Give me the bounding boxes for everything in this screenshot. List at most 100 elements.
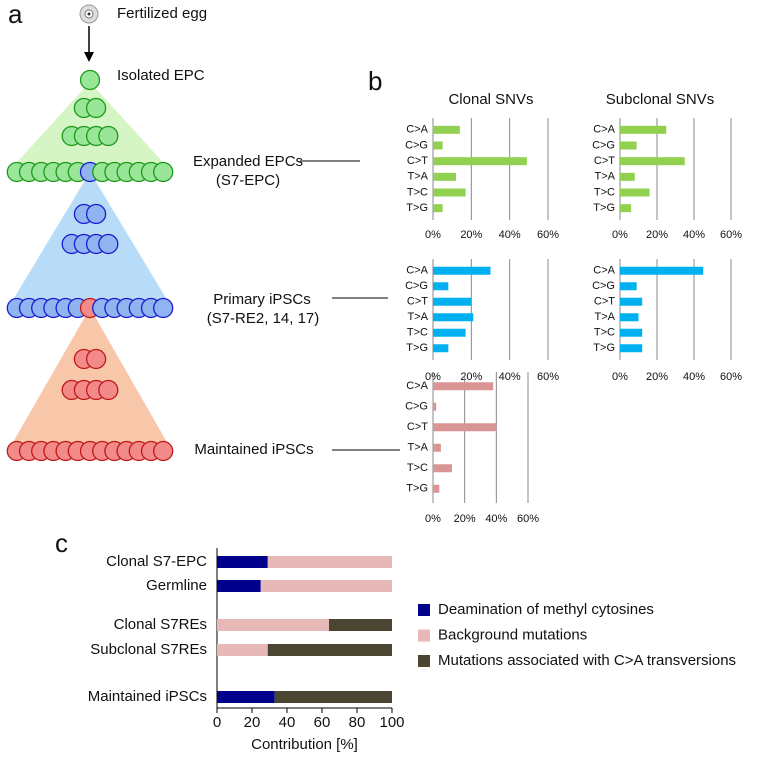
stage-label: Maintained iPSCs	[194, 441, 313, 458]
y-tick-label: C>A	[406, 124, 428, 136]
y-tick-label: Subclonal S7REs	[90, 641, 207, 658]
egg	[87, 12, 91, 16]
bar	[433, 157, 527, 166]
x-tick-label: 60%	[537, 229, 559, 241]
x-tick-label: 40%	[499, 371, 521, 383]
legend-swatch	[418, 604, 430, 616]
column-title: Clonal SNVs	[448, 91, 533, 108]
bar-segment	[267, 556, 392, 568]
x-tick-label: 80	[349, 714, 366, 731]
y-tick-label: C>G	[592, 139, 615, 151]
x-tick-label: 60%	[517, 513, 539, 525]
x-tick-label: 20%	[460, 371, 482, 383]
bar	[620, 157, 685, 166]
y-tick-label: T>C	[407, 186, 428, 198]
y-tick-label: T>C	[407, 327, 428, 339]
panel-label: c	[55, 528, 68, 558]
y-tick-label: C>A	[406, 380, 428, 392]
x-tick-label: 40%	[499, 229, 521, 241]
bar	[620, 297, 643, 306]
bar	[620, 266, 704, 275]
bar	[433, 344, 449, 353]
y-tick-label: T>A	[595, 311, 616, 323]
y-tick-label: T>G	[406, 483, 428, 495]
legend-swatch	[418, 655, 430, 667]
bar	[433, 282, 449, 291]
stage-label: Expanded EPCs	[193, 153, 303, 170]
y-tick-label: C>A	[593, 124, 615, 136]
cell	[85, 203, 107, 225]
bar-segment	[217, 644, 268, 656]
y-tick-label: T>C	[594, 327, 615, 339]
cell	[79, 69, 101, 91]
y-tick-label: C>T	[594, 155, 615, 167]
x-tick-label: 0	[213, 714, 221, 731]
x-tick-label: 0%	[612, 229, 628, 241]
bar	[433, 297, 472, 306]
y-tick-label: C>T	[594, 296, 615, 308]
x-tick-label: 60%	[720, 229, 742, 241]
y-tick-label: T>A	[408, 311, 429, 323]
y-tick-label: T>G	[406, 202, 428, 214]
y-tick-label: T>G	[593, 202, 615, 214]
bar	[433, 464, 452, 473]
cell	[153, 440, 174, 462]
bar	[620, 313, 639, 322]
stage-label: Isolated EPC	[117, 67, 205, 84]
arrow	[84, 52, 94, 62]
legend-label: Mutations associated with C>A transversi…	[438, 652, 736, 669]
cell	[153, 297, 174, 319]
bar-segment	[260, 580, 392, 592]
x-tick-label: 40%	[485, 513, 507, 525]
cell	[98, 379, 119, 401]
bar	[433, 204, 443, 213]
x-tick-label: 20%	[646, 371, 668, 383]
x-tick-label: 60	[314, 714, 331, 731]
bar	[433, 382, 494, 391]
bar	[433, 172, 456, 181]
bar-segment	[329, 619, 392, 631]
y-tick-label: T>C	[407, 462, 428, 474]
y-tick-label: T>A	[595, 171, 616, 183]
stage-label: Primary iPSCs	[213, 291, 311, 308]
y-tick-label: C>T	[407, 155, 428, 167]
bar	[620, 282, 637, 291]
stage-label: (S7-EPC)	[216, 172, 280, 189]
column-title: Subclonal SNVs	[606, 91, 714, 108]
bar	[433, 313, 474, 322]
bar-segment	[217, 556, 268, 568]
cell	[98, 233, 119, 255]
bar	[433, 125, 460, 134]
bar	[433, 188, 466, 197]
bar-segment	[274, 691, 392, 703]
bar	[433, 402, 437, 411]
x-tick-label: 0%	[425, 513, 441, 525]
x-tick-label: 40%	[683, 371, 705, 383]
stage-label: (S7-RE2, 14, 17)	[207, 310, 320, 327]
y-tick-label: T>G	[593, 342, 615, 354]
y-tick-label: T>A	[408, 442, 429, 454]
y-tick-label: C>G	[405, 280, 428, 292]
x-tick-label: 20%	[454, 513, 476, 525]
x-tick-label: 20	[244, 714, 261, 731]
x-tick-label: 40%	[683, 229, 705, 241]
panel-label: b	[368, 66, 382, 96]
panel-label: a	[8, 0, 23, 29]
y-tick-label: T>C	[594, 186, 615, 198]
bar	[620, 141, 637, 150]
x-axis-label: Contribution [%]	[251, 736, 358, 753]
y-tick-label: C>T	[407, 296, 428, 308]
cell	[85, 348, 107, 370]
x-tick-label: 0%	[612, 371, 628, 383]
y-tick-label: Clonal S7-EPC	[106, 553, 207, 570]
y-tick-label: C>A	[593, 265, 615, 277]
bar-segment	[217, 580, 261, 592]
y-tick-label: T>G	[406, 342, 428, 354]
x-tick-label: 0%	[425, 229, 441, 241]
bar	[620, 328, 643, 337]
bar	[433, 328, 466, 337]
lineage-fan	[8, 308, 172, 451]
bar	[433, 266, 491, 275]
cell	[153, 161, 174, 183]
